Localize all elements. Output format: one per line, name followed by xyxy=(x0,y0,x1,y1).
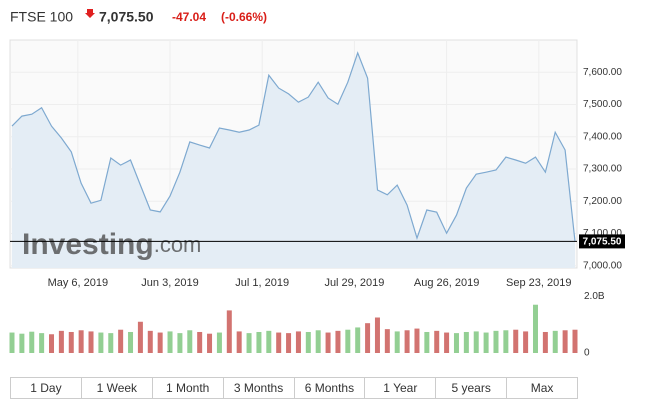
range-button[interactable]: 1 Year xyxy=(364,378,435,398)
volume-bar xyxy=(197,331,203,353)
volume-bar xyxy=(118,329,124,353)
volume-bar xyxy=(58,330,64,353)
range-button[interactable]: 6 Months xyxy=(293,378,365,398)
volume-bar xyxy=(414,328,420,353)
volume-bar xyxy=(78,330,84,353)
volume-bar xyxy=(305,331,311,353)
volume-bar xyxy=(424,331,430,353)
volume-bar xyxy=(444,332,450,353)
x-tick-label: Jul 29, 2019 xyxy=(324,277,384,289)
range-button[interactable]: 3 Months xyxy=(222,378,294,398)
volume-bar xyxy=(266,330,272,353)
range-button[interactable]: 1 Day xyxy=(30,381,62,395)
volume-bar xyxy=(493,330,499,353)
volume-bar xyxy=(404,330,410,353)
change: -47.04 xyxy=(172,10,206,24)
chart: FTSE 100 7,075.50 -47.04 (-0.66%) 7,000.… xyxy=(9,9,625,359)
volume-bar xyxy=(137,321,143,353)
volume-bar xyxy=(562,330,568,353)
volume-bar xyxy=(295,331,301,353)
volume-bar xyxy=(157,332,163,353)
index-name: FTSE 100 xyxy=(10,9,73,25)
volume-tick-label: 0 xyxy=(584,348,590,359)
price-line xyxy=(11,51,576,242)
volume-bar xyxy=(256,331,262,353)
watermark: Investing.com xyxy=(22,228,201,261)
volume-bar xyxy=(542,331,548,353)
y-tick-label: 7,000.00 xyxy=(583,260,622,271)
volume-bar xyxy=(68,331,74,353)
volume-bar xyxy=(128,331,134,353)
volume-bar xyxy=(207,333,213,353)
range-button[interactable]: Max xyxy=(506,378,577,398)
volume-bar xyxy=(19,333,25,353)
y-tick-label: 7,600.00 xyxy=(583,67,622,78)
volume-bar xyxy=(246,333,252,353)
volume-bar xyxy=(9,332,15,353)
last-price-label: 7,075.50 xyxy=(583,237,622,248)
volume-bar xyxy=(345,329,351,353)
volume-bar xyxy=(552,330,558,353)
volume-bar xyxy=(226,310,232,353)
y-tick-label: 7,500.00 xyxy=(583,99,622,110)
volume-bar xyxy=(39,333,45,353)
price-area xyxy=(12,52,575,269)
volume-bar xyxy=(384,329,390,353)
volume-bar xyxy=(483,332,489,353)
range-button[interactable]: 1 Week xyxy=(80,378,152,398)
volume-bar xyxy=(335,330,341,353)
y-tick-label: 7,100.00 xyxy=(583,228,622,239)
volume-bar xyxy=(513,329,519,353)
y-tick-label: 7,200.00 xyxy=(583,196,622,207)
volume-bar xyxy=(503,330,509,353)
last-price-box xyxy=(579,234,625,249)
volume-bar xyxy=(167,331,173,353)
volume-bar xyxy=(98,332,104,353)
price: 7,075.50 xyxy=(99,9,154,25)
volume-bar xyxy=(29,331,35,353)
x-tick-label: Aug 26, 2019 xyxy=(414,277,479,289)
volume-bar xyxy=(147,330,153,353)
range-button[interactable]: 1 Month xyxy=(151,378,223,398)
y-tick-label: 7,300.00 xyxy=(583,164,622,175)
volume-tick-label: 2.0B xyxy=(584,291,605,302)
volume-bar xyxy=(177,333,183,353)
volume-bar xyxy=(394,331,400,353)
x-tick-label: May 6, 2019 xyxy=(48,277,109,289)
volume-bar xyxy=(108,333,114,353)
volume-bar xyxy=(453,333,459,353)
volume-bar xyxy=(49,334,55,353)
volume-bar xyxy=(572,329,578,353)
volume-bar xyxy=(463,331,469,353)
volume-bar xyxy=(216,332,222,353)
plot-area: 7,000.00 7,100.00 7,200.00 7,300.00 7,400.00… xyxy=(9,39,622,359)
volume-bar xyxy=(355,327,361,353)
volume-bar xyxy=(88,331,94,353)
volume-bar xyxy=(315,330,321,353)
volume-bar xyxy=(276,332,282,353)
y-tick-label: 7,400.00 xyxy=(583,131,622,142)
change-percent: (-0.66%) xyxy=(221,10,267,24)
volume-bar xyxy=(365,323,371,353)
volume-bar xyxy=(325,332,331,353)
overlay: 7,075.50 xyxy=(10,234,625,249)
volume-bar xyxy=(434,330,440,353)
range-buttons: 1 Day 1 Week 1 Month 3 Months 6 Months 1 Year… xyxy=(10,377,578,399)
volume-bar xyxy=(286,333,292,353)
x-tick-label: Jun 3, 2019 xyxy=(141,277,199,289)
watermark-suffix: .com xyxy=(154,232,202,257)
volume-bar xyxy=(473,331,479,353)
volume-bar xyxy=(374,317,380,353)
volume-bar xyxy=(523,331,529,353)
volume-bar xyxy=(236,331,242,353)
volume-bar xyxy=(187,330,193,353)
volume-bar xyxy=(532,304,538,353)
x-tick-label: Jul 1, 2019 xyxy=(235,277,289,289)
down-arrow xyxy=(85,9,95,18)
watermark-brand: Investing xyxy=(22,228,154,261)
x-tick-label: Sep 23, 2019 xyxy=(506,277,571,289)
range-button[interactable]: 5 years xyxy=(435,378,506,398)
